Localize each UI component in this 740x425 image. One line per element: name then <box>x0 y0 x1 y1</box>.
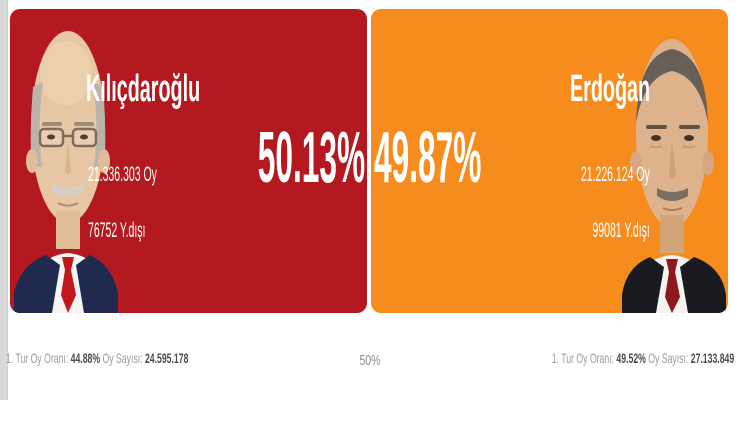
kilicdaroglu-photo <box>14 31 118 313</box>
abroad-vote-count: 99081 Y.dışı <box>592 219 650 242</box>
first-round-count-label: Oy Sayısı: <box>102 350 143 366</box>
first-round-count-value: 27.133.849 <box>690 350 734 366</box>
abroad-vote-count: 76752 Y.dışı <box>88 219 146 242</box>
candidate-percent: 49.87% <box>374 118 482 198</box>
first-round-rate-label: 1. Tur Oy Oranı: <box>6 350 69 366</box>
left-scrollbar-track[interactable] <box>0 0 8 400</box>
candidate-percent: 50.13% <box>257 118 365 198</box>
first-round-count-value: 24.595.178 <box>144 350 189 366</box>
first-round-rate-value: 49.52% <box>616 350 646 366</box>
first-round-rate-label: 1. Tur Oy Oranı: <box>551 350 614 366</box>
erdogan-photo <box>622 39 726 313</box>
first-round-summary-right: 1. Tur Oy Oranı: 49.52% Oy Sayısı: 27.13… <box>552 350 734 367</box>
candidate-card-kilicdaroglu: Kılıçdaroğlu 21.336.303 Oy 76752 Y.dışı … <box>10 9 367 313</box>
first-round-summary-left: 1. Tur Oy Oranı: 44.88% Oy Sayısı: 24.59… <box>6 350 188 367</box>
first-round-rate-value: 44.88% <box>70 350 101 366</box>
axis-center-tick-label: 50% <box>359 352 381 369</box>
first-round-count-label: Oy Sayısı: <box>648 350 689 366</box>
candidate-name: Erdoğan <box>569 68 650 110</box>
vote-count: 21.226.124 Oy <box>581 163 650 186</box>
candidate-card-erdogan: 49.87% Erdoğan 21.226.124 Oy 99081 Y.dış… <box>371 9 728 313</box>
vote-count: 21.336.303 Oy <box>88 163 157 186</box>
candidate-name: Kılıçdaroğlu <box>86 68 201 110</box>
